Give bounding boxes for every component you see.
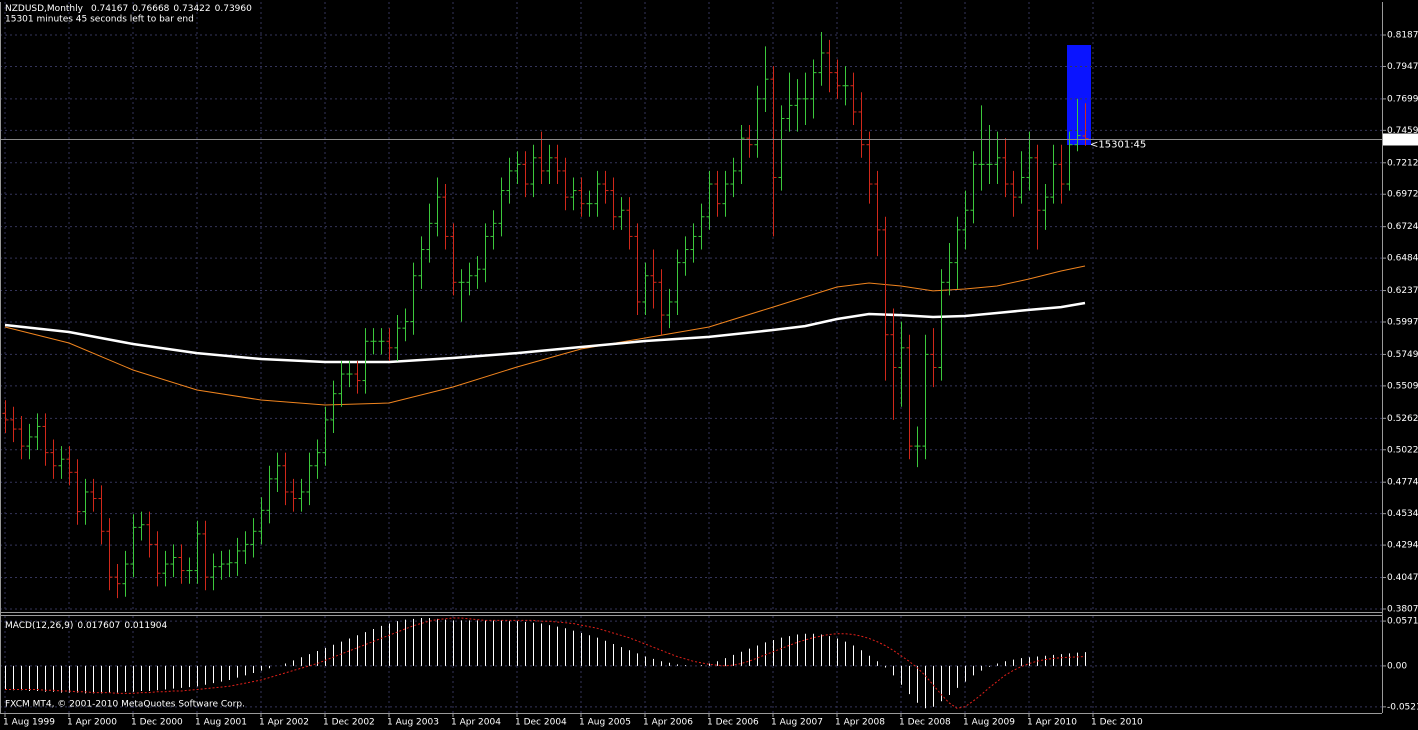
x-tick-label: 1 Apr 2002 bbox=[259, 718, 309, 728]
x-tick-label: 1 Aug 2001 bbox=[195, 718, 247, 728]
close-label: 0.73960 bbox=[215, 4, 252, 14]
rectangle-object bbox=[1067, 45, 1091, 145]
footer: FXCM MT4, © 2001-2010 MetaQuotes Softwar… bbox=[5, 700, 245, 710]
x-tick-label: 1 Apr 2008 bbox=[835, 718, 885, 728]
x-tick-label: 1 Apr 2010 bbox=[1027, 718, 1077, 728]
x-tick-label: 1 Dec 2002 bbox=[323, 718, 375, 728]
price-marker-label: 0.73960 bbox=[1385, 135, 1418, 145]
high-label: 0.76668 bbox=[132, 4, 169, 14]
y-tick-label: 0.76995 bbox=[1387, 94, 1418, 104]
symbol: NZDUSD,Monthly bbox=[5, 4, 84, 14]
x-tick-label: 1 Dec 2010 bbox=[1091, 718, 1143, 728]
y-tick-label: 0.42945 bbox=[1387, 541, 1418, 551]
x-tick-label: 1 Aug 1999 bbox=[3, 718, 55, 728]
price-marker bbox=[1383, 133, 1418, 146]
moving-average bbox=[4, 301, 1086, 364]
moving-average bbox=[4, 265, 1086, 406]
x-tick-label: 1 Dec 2006 bbox=[707, 718, 759, 728]
y-tick-label: 0.64845 bbox=[1387, 254, 1418, 264]
indicator-name: MACD(12,26,9) bbox=[5, 621, 73, 631]
subtitle: 15301 minutes 45 seconds left to bar end bbox=[5, 15, 194, 25]
open-label: 0.74167 bbox=[91, 4, 128, 14]
signal-line bbox=[5, 617, 1086, 709]
x-tick-label: 1 Dec 2004 bbox=[515, 718, 567, 728]
y-tick-label: 0.67245 bbox=[1387, 222, 1418, 232]
y-tick-label: 0.47745 bbox=[1387, 478, 1418, 488]
x-tick-label: 1 Apr 2000 bbox=[67, 718, 117, 728]
y-tick-label: 0.05712 bbox=[1387, 617, 1418, 627]
y-tick-label: -0.05217 bbox=[1387, 702, 1418, 712]
indicator-header: MACD(12,26,9) 0.017607 0.011904 bbox=[5, 621, 168, 631]
chart-header: NZDUSD,Monthly 0.74167 0.76668 0.73422 0.739… bbox=[5, 4, 252, 14]
y-tick-label: 0.74595 bbox=[1387, 126, 1418, 136]
bar-timer: <15301:45 bbox=[1090, 140, 1146, 151]
x-tick-label: 1 Aug 2005 bbox=[579, 718, 631, 728]
macd-value: 0.017607 bbox=[77, 621, 120, 631]
x-tick-label: 1 Aug 2007 bbox=[771, 718, 823, 728]
x-tick-label: 1 Apr 2006 bbox=[643, 718, 693, 728]
x-tick-label: 1 Apr 2004 bbox=[451, 718, 501, 728]
low-label: 0.73422 bbox=[173, 4, 210, 14]
x-tick-label: 1 Dec 2000 bbox=[131, 718, 183, 728]
signal-value: 0.011904 bbox=[124, 621, 167, 631]
plot-layer bbox=[0, 2, 1382, 713]
y-tick-label: 0.55095 bbox=[1387, 381, 1418, 391]
y-tick-label: 0.45345 bbox=[1387, 509, 1418, 519]
x-tick-label: 1 Dec 2008 bbox=[899, 718, 951, 728]
x-tick-label: 1 Aug 2003 bbox=[387, 718, 439, 728]
x-tick-label: 1 Aug 2009 bbox=[963, 718, 1015, 728]
y-tick-label: 0.57495 bbox=[1387, 350, 1418, 360]
y-tick-label: 0.00 bbox=[1387, 661, 1407, 671]
